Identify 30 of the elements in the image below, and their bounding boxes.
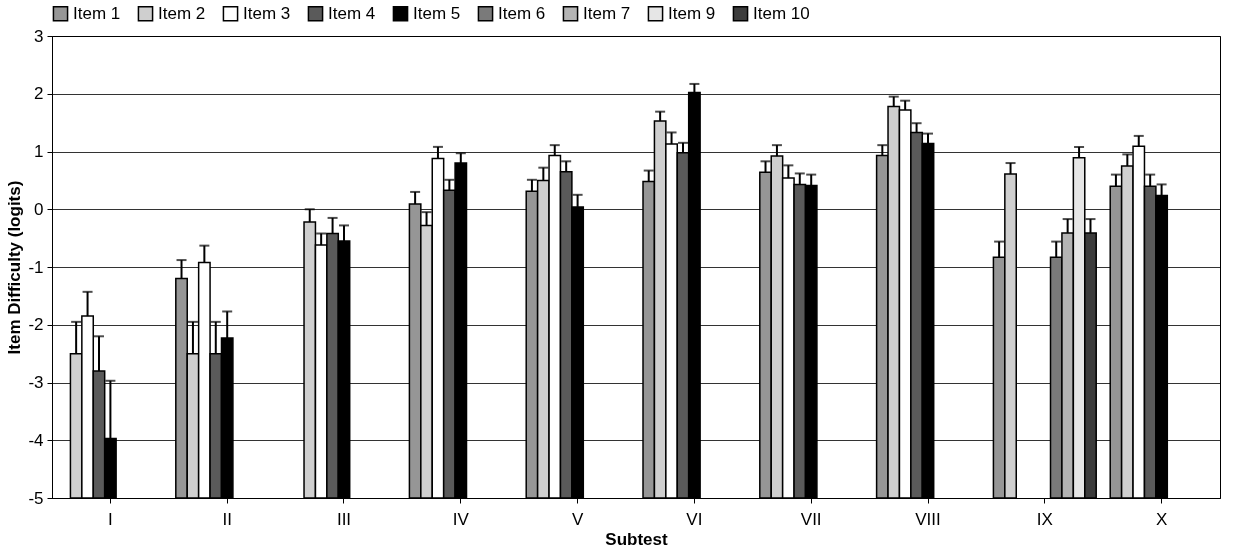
legend-label: Item 1	[73, 3, 121, 23]
x-tick-label: VIII	[915, 509, 941, 529]
y-tick-label: 2	[34, 84, 44, 104]
y-tick-label: 1	[34, 142, 44, 161]
legend-label: Item 6	[498, 3, 546, 23]
x-tick-label: VII	[800, 509, 822, 529]
y-tick-label: -1	[28, 257, 44, 277]
legend-label: Item 4	[328, 3, 376, 23]
y-tick-label: -2	[28, 315, 44, 335]
x-tick-label: III	[336, 509, 352, 529]
legend-label: Item 9	[668, 3, 716, 23]
legend-label: Item 7	[583, 3, 631, 23]
y-tick-label: -5	[28, 488, 44, 508]
y-tick-label: 3	[34, 26, 44, 46]
x-tick-label: IV	[452, 509, 470, 529]
x-axis-title: Subtest	[605, 529, 669, 549]
x-tick-label: II	[222, 509, 232, 529]
y-axis-title: Item Difficulty (logits)	[5, 180, 25, 355]
x-tick-label: I	[108, 509, 113, 529]
legend-label: Item 10	[753, 3, 810, 23]
x-tick-label: X	[1155, 509, 1168, 529]
x-tick-label: IX	[1036, 509, 1053, 529]
x-tick-label: VI	[686, 509, 703, 529]
legend-label: Item 5	[413, 3, 461, 23]
legend-label: Item 2	[158, 3, 206, 23]
y-tick-label: -3	[28, 373, 44, 392]
y-tick-label: 0	[34, 199, 44, 219]
y-tick-label: -4	[28, 430, 44, 450]
legend-label: Item 3	[243, 3, 291, 23]
x-tick-label: V	[571, 509, 584, 529]
